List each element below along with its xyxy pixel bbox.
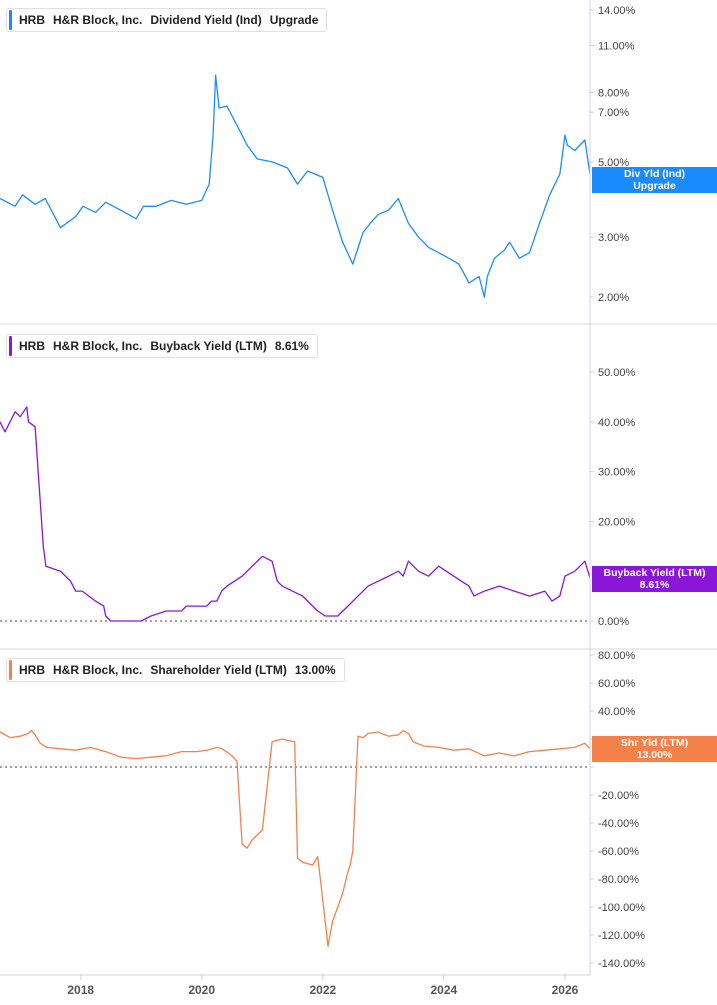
legend-swatch [9,660,12,680]
y-tick-label: 40.00% [598,417,636,429]
legend-value: 8.61% [274,339,309,353]
badge-label: Div Yld (Ind) [623,168,686,180]
y-tick-label: 40.00% [598,706,636,718]
legend-company: H&R Block, Inc. [53,339,143,353]
badge-buyback-yield: Buyback Yield (LTM) 8.61% [592,566,717,592]
badge-label: Shr Yld (LTM) [620,737,689,749]
legend-company: H&R Block, Inc. [53,663,143,677]
y-tick-label: 50.00% [598,367,636,379]
legend-ticker: HRB [19,663,45,677]
legend-value: Upgrade [269,13,319,27]
legend-buyback-yield[interactable]: HRB H&R Block, Inc. Buyback Yield (LTM) … [6,334,318,358]
y-tick-label: 60.00% [598,678,636,690]
y-tick-label: 3.00% [598,232,629,244]
x-tick-label: 2024 [430,983,457,997]
x-tick-label: 2026 [552,983,579,997]
legend-swatch [9,10,12,30]
y-tick-label: -20.00% [598,790,639,802]
y-tick-label: 8.00% [598,88,629,100]
y-tick-label: 80.00% [598,650,636,662]
y-tick-label: 7.00% [598,107,629,119]
badge-value: 13.00% [636,749,673,761]
y-tick-label: 11.00% [598,41,635,53]
axis-layer: 14.00% 11.00% 8.00% 7.00% 5.00% 3.00% 2.00% 50.… [0,0,645,997]
y-tick-label: -120.00% [598,930,645,942]
legend-dividend-yield[interactable]: HRB H&R Block, Inc. Dividend Yield (Ind)… [6,8,328,32]
y-tick-label: 30.00% [598,467,636,479]
y-tick-label: 14.00% [598,5,636,17]
legend-ticker: HRB [19,339,45,353]
legend-metric: Dividend Yield (Ind) [150,13,262,27]
legend-metric: Shareholder Yield (LTM) [150,663,287,677]
legend-value: 13.00% [294,663,336,677]
badge-label: Buyback Yield (LTM) [603,567,706,579]
y-tick-label: 20.00% [598,516,636,528]
series-line [0,729,591,947]
y-tick-label: 2.00% [598,292,629,304]
legend-ticker: HRB [19,13,45,27]
badge-dividend-yield: Div Yld (Ind) Upgrade [592,167,717,193]
y-tick-label: 5.00% [598,157,629,169]
y-tick-label: -60.00% [598,846,639,858]
x-tick-label: 2018 [67,983,94,997]
series-line [0,406,591,622]
badge-value: 8.61% [639,579,670,591]
y-tick-label: 0.00% [598,616,629,628]
y-tick-label: -40.00% [598,818,639,830]
badge-value: Upgrade [633,180,676,192]
series-line [0,74,591,298]
series-layer [0,74,591,947]
legend-shareholder-yield[interactable]: HRB H&R Block, Inc. Shareholder Yield (L… [6,658,345,682]
legend-company: H&R Block, Inc. [53,13,143,27]
y-tick-label: -100.00% [598,902,645,914]
x-tick-label: 2020 [188,983,215,997]
panel-separators [0,323,717,768]
legend-swatch [9,336,12,356]
badge-shareholder-yield: Shr Yld (LTM) 13.00% [592,736,717,762]
x-tick-label: 2022 [309,983,336,997]
y-tick-label: -140.00% [598,958,645,970]
legend-metric: Buyback Yield (LTM) [150,339,267,353]
y-tick-label: -80.00% [598,874,639,886]
